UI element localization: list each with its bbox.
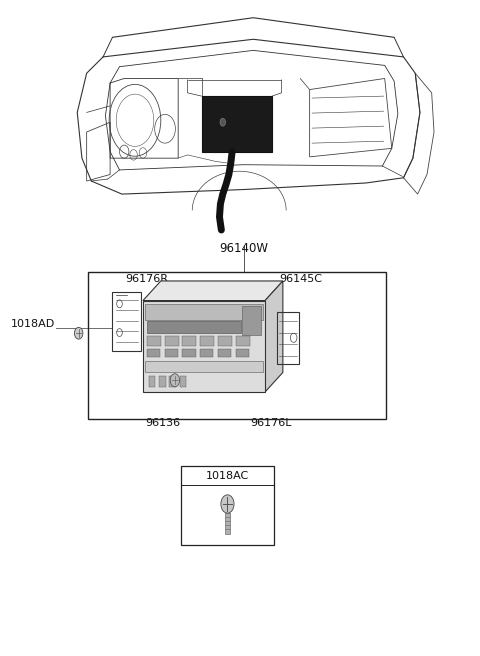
Text: 1018AC: 1018AC [206,470,249,481]
Bar [147,321,240,333]
Bar [200,349,214,357]
Bar [149,376,155,388]
Bar [236,349,249,357]
Bar [180,466,275,545]
Bar [169,376,176,388]
Circle shape [221,495,234,513]
Bar [159,376,166,388]
Circle shape [170,374,180,387]
Text: 96176R: 96176R [126,274,168,283]
Bar [182,349,195,357]
Bar [147,349,160,357]
Bar [218,337,232,346]
Bar [182,337,196,346]
Text: 96140W: 96140W [219,242,268,255]
Bar [165,337,179,346]
Bar [236,337,250,346]
Polygon shape [265,281,283,392]
Bar [112,292,141,351]
Circle shape [74,327,83,339]
Text: 1018AD: 1018AD [11,319,55,329]
Bar [145,304,263,320]
Bar [202,96,272,152]
Bar [200,337,215,346]
Bar [147,337,161,346]
Text: 96145C: 96145C [279,274,322,283]
Circle shape [220,118,226,126]
Bar [218,349,231,357]
Bar [88,272,386,419]
Polygon shape [143,281,283,300]
Text: 96136: 96136 [145,418,180,428]
Bar [242,306,261,335]
Bar [165,349,178,357]
Bar [180,376,186,388]
Bar [145,361,263,373]
Bar [225,513,230,534]
Bar [143,300,265,392]
Text: 96176L: 96176L [251,418,292,428]
Bar [277,312,300,364]
